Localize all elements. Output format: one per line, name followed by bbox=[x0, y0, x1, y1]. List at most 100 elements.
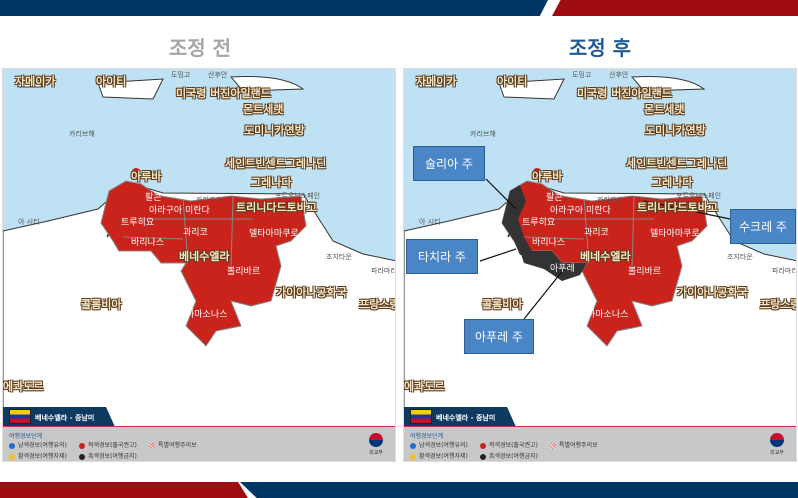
callout-box: 아푸레 주 bbox=[464, 319, 534, 354]
country-tab: 베네수엘라 - 중남미 bbox=[404, 407, 516, 427]
legend-item: 적색경보(출국권고) bbox=[79, 440, 137, 449]
legend-label: 특별여행주의보 bbox=[158, 442, 197, 449]
venezuela-flag-icon bbox=[9, 409, 31, 424]
legend-title: 여행경보단계 bbox=[9, 433, 43, 440]
map-label: 아 시티 bbox=[18, 218, 40, 226]
legend-item: 흑색경보(여행금지) bbox=[79, 451, 137, 460]
map-graphic bbox=[404, 69, 796, 461]
map-label: 미국령 버진아일랜드 bbox=[176, 87, 271, 100]
state-borders bbox=[523, 196, 654, 270]
legend-item: 특별여행주의보 bbox=[149, 440, 197, 449]
map-label: 포트오브스페인 bbox=[275, 192, 321, 200]
tachira-state bbox=[514, 237, 532, 255]
map-label: 가이아나공화국 bbox=[677, 286, 748, 299]
top-bar-navy bbox=[0, 0, 548, 16]
map-label: 바리나스 bbox=[131, 238, 165, 248]
legend-dot-icon bbox=[550, 442, 556, 449]
map-label: 몬트세랫 bbox=[243, 103, 284, 116]
legend-dot-icon bbox=[410, 442, 416, 449]
map-label: 카라카스 bbox=[196, 196, 222, 204]
mofa-logo: 외교부 bbox=[369, 433, 383, 456]
logo-text: 외교부 bbox=[369, 450, 383, 456]
legend-dot-icon bbox=[79, 453, 85, 460]
map-label: 아라구아 미란다 bbox=[149, 206, 210, 216]
map-label: 볼리바르 bbox=[227, 267, 261, 277]
map-label: 에콰도르 bbox=[404, 380, 445, 393]
map-label: 도미니카연방 bbox=[244, 124, 305, 137]
map-label: 카리브해 bbox=[470, 130, 496, 138]
map-after: 자메이카 아이티 도밍고 산후안 미국령 버진아일랜드 몬트세랫 도미니카연방 카리브해 세인트… bbox=[403, 68, 797, 462]
callout-box: 수크레 주 bbox=[730, 209, 796, 244]
state-borders bbox=[122, 196, 253, 270]
legend-label: 황색경보(여행자제) bbox=[419, 453, 468, 460]
legend-title: 여행경보단계 bbox=[410, 433, 444, 440]
legend-item: 특별여행주의보 bbox=[550, 440, 598, 449]
map-label: 볼리바르 bbox=[628, 267, 662, 277]
map-label: 과리코 bbox=[584, 228, 609, 238]
map-label: 자메이카 bbox=[416, 75, 457, 88]
map-label: 아푸레 bbox=[149, 264, 174, 274]
map-label: 세인트빈센트그레나딘 bbox=[225, 157, 327, 170]
map-label: 프랑스령 bbox=[760, 298, 797, 311]
legend-label: 남색경보(여행유의) bbox=[419, 442, 468, 449]
callout-box: 술리아 주 bbox=[413, 146, 485, 181]
map-before: 자메이카 아이티 도밍고 산후안 미국령 버진아일랜드 몬트세랫 도미니카연방 카리브해 세인트… bbox=[2, 68, 396, 462]
venezuela-flag-icon bbox=[410, 409, 432, 424]
map-label: 에콰도르 bbox=[3, 380, 44, 393]
map-label: 아마소나스 bbox=[587, 310, 629, 320]
map-label: 파라마리 bbox=[371, 267, 396, 275]
map-label: 조지타운 bbox=[326, 253, 352, 261]
map-label: 미국령 버진아일랜드 bbox=[577, 87, 672, 100]
map-label: 트루히요 bbox=[522, 218, 556, 228]
taegeuk-icon bbox=[369, 433, 383, 447]
map-label: 팔콘 bbox=[546, 193, 563, 203]
zulia-state bbox=[502, 185, 526, 241]
legend-dot-icon bbox=[480, 442, 486, 449]
map-label: 델타아마쿠로 bbox=[249, 229, 299, 239]
map-label: 트리니다드토바고 bbox=[637, 201, 718, 214]
legend-dot-icon bbox=[149, 442, 155, 449]
map-label: 아라구아 미란다 bbox=[550, 206, 611, 216]
mofa-logo: 외교부 bbox=[770, 433, 784, 456]
top-bar-red bbox=[552, 0, 798, 16]
country-tab: 베네수엘라 - 중남미 bbox=[3, 407, 115, 427]
title-after: 조정 후 bbox=[568, 36, 632, 60]
map-label: 프랑스령 bbox=[359, 298, 396, 311]
map-label: 포트오브스페인 bbox=[676, 192, 722, 200]
legend-label: 적색경보(출국권고) bbox=[88, 442, 137, 449]
map-label: 아푸레 bbox=[550, 264, 575, 274]
legend-dot-icon bbox=[9, 442, 15, 449]
map-label: 그레나다 bbox=[652, 176, 693, 189]
title-before: 조정 전 bbox=[168, 36, 232, 60]
map-label: 아이티 bbox=[497, 75, 528, 88]
map-label: 아루바 bbox=[532, 170, 563, 183]
map-label: 산후안 bbox=[208, 71, 228, 79]
legend-label: 적색경보(출국권고) bbox=[489, 442, 538, 449]
legend-label: 남색경보(여행유의) bbox=[18, 442, 67, 449]
map-label: 콜롬비아 bbox=[81, 298, 122, 311]
map-label: 몬트세랫 bbox=[644, 103, 685, 116]
legend-label: 황색경보(여행자제) bbox=[18, 453, 67, 460]
legend-item: 황색경보(여행자제) bbox=[9, 451, 67, 460]
callout-arrows bbox=[479, 178, 731, 320]
map-label: 델타아마쿠로 bbox=[650, 229, 700, 239]
map-label: 트리니다드토바고 bbox=[236, 201, 317, 214]
map-label: 자메이카 bbox=[15, 75, 56, 88]
bottom-bar-red bbox=[0, 482, 248, 498]
map-label: 베네수엘라 bbox=[179, 250, 230, 263]
map-label: 팔콘 bbox=[145, 193, 162, 203]
map-label: 아마소나스 bbox=[186, 310, 228, 320]
legend-dot-icon bbox=[9, 453, 15, 460]
legend-item: 흑색경보(여행금지) bbox=[480, 451, 538, 460]
map-label: 파라마리 bbox=[772, 267, 797, 275]
map-graphic bbox=[3, 69, 395, 461]
apure-state bbox=[520, 251, 587, 281]
logo-text: 외교부 bbox=[770, 450, 784, 456]
map-label: 도밍고 bbox=[171, 71, 191, 79]
aruba bbox=[533, 168, 541, 176]
map-label: 아이티 bbox=[96, 75, 127, 88]
bottom-bar-navy bbox=[240, 482, 798, 498]
map-label: 조지타운 bbox=[727, 253, 753, 261]
map-label: 바리나스 bbox=[532, 238, 566, 248]
